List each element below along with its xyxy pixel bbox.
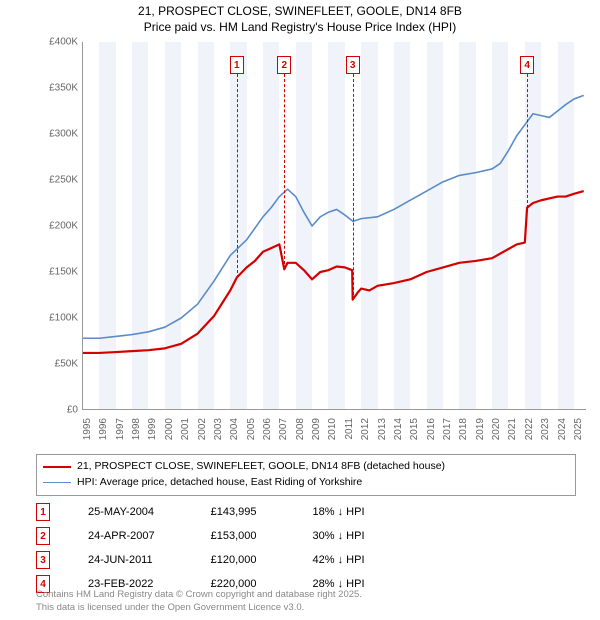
chart-area: £0£50K£100K£150K£200K£250K£300K£350K£400… (42, 42, 586, 410)
x-tick-label: 2008 (295, 418, 306, 440)
transaction-date: 24-APR-2007 (62, 524, 167, 548)
transaction-delta: 42% ↓ HPI (269, 548, 377, 572)
y-tick-label: £350K (49, 83, 78, 94)
transaction-date: 24-JUN-2011 (62, 548, 167, 572)
y-axis: £0£50K£100K£150K£200K£250K£300K£350K£400… (42, 42, 82, 410)
footnote-line-1: Contains HM Land Registry data © Crown c… (36, 589, 362, 601)
chart-marker-line (527, 74, 528, 208)
x-tick-label: 1997 (115, 418, 126, 440)
x-axis: 1995 1996 1997 1998 1999 2000 2001 2002 2003 2004… (82, 414, 586, 454)
x-tick-label: 1999 (147, 418, 158, 440)
y-tick-label: £150K (49, 267, 78, 278)
legend-swatch (43, 466, 71, 468)
x-tick-label: 2007 (278, 418, 289, 440)
x-tick-label: 2014 (393, 418, 404, 440)
transaction-date: 25-MAY-2004 (62, 500, 167, 524)
x-tick-label: 2018 (458, 418, 469, 440)
legend-label: HPI: Average price, detached house, East… (77, 475, 362, 491)
footnote-line-2: This data is licensed under the Open Gov… (36, 602, 362, 614)
x-tick-label: 1996 (98, 418, 109, 440)
chart-marker: 3 (346, 56, 360, 74)
x-tick-label: 2013 (377, 418, 388, 440)
y-tick-label: £400K (49, 37, 78, 48)
table-row: 1 25-MAY-2004£143,99518% ↓ HPI (36, 500, 377, 524)
chart-marker: 4 (520, 56, 534, 74)
transaction-price: £153,000 (167, 524, 269, 548)
transaction-marker: 1 (36, 503, 50, 521)
legend: 21, PROSPECT CLOSE, SWINEFLEET, GOOLE, D… (36, 454, 576, 496)
legend-swatch (43, 482, 71, 483)
hpi-line (83, 95, 584, 338)
y-tick-label: £50K (55, 359, 78, 370)
x-tick-label: 2000 (164, 418, 175, 440)
transaction-delta: 30% ↓ HPI (269, 524, 377, 548)
x-tick-label: 2003 (213, 418, 224, 440)
x-tick-label: 2025 (573, 418, 584, 440)
y-tick-label: £250K (49, 175, 78, 186)
chart-container: 21, PROSPECT CLOSE, SWINEFLEET, GOOLE, D… (0, 0, 600, 620)
x-tick-label: 2022 (524, 418, 535, 440)
x-tick-label: 2015 (409, 418, 420, 440)
transaction-price: £120,000 (167, 548, 269, 572)
chart-marker: 1 (230, 56, 244, 74)
title-line-2: Price paid vs. HM Land Registry's House … (0, 20, 600, 36)
y-tick-label: £300K (49, 129, 78, 140)
x-tick-label: 2010 (327, 418, 338, 440)
transaction-marker: 3 (36, 551, 50, 569)
x-tick-label: 2016 (426, 418, 437, 440)
table-row: 2 24-APR-2007£153,00030% ↓ HPI (36, 524, 377, 548)
x-tick-label: 2012 (360, 418, 371, 440)
x-tick-label: 2019 (475, 418, 486, 440)
x-tick-label: 2023 (540, 418, 551, 440)
x-tick-label: 2005 (246, 418, 257, 440)
transaction-delta: 18% ↓ HPI (269, 500, 377, 524)
x-tick-label: 2001 (180, 418, 191, 440)
y-tick-label: £200K (49, 221, 78, 232)
x-tick-label: 2017 (442, 418, 453, 440)
chart-marker-line (353, 74, 354, 300)
x-tick-label: 2004 (229, 418, 240, 440)
chart-marker: 2 (277, 56, 291, 74)
x-tick-label: 2020 (491, 418, 502, 440)
transaction-marker: 2 (36, 527, 50, 545)
y-tick-label: £100K (49, 313, 78, 324)
chart-svg (83, 42, 587, 410)
x-tick-label: 2021 (507, 418, 518, 440)
x-tick-label: 2002 (197, 418, 208, 440)
x-tick-label: 2011 (344, 418, 355, 440)
x-tick-label: 1998 (131, 418, 142, 440)
footnote: Contains HM Land Registry data © Crown c… (36, 589, 362, 614)
y-tick-label: £0 (67, 405, 78, 416)
x-tick-label: 2009 (311, 418, 322, 440)
chart-title: 21, PROSPECT CLOSE, SWINEFLEET, GOOLE, D… (0, 0, 600, 35)
chart-marker-line (284, 74, 285, 269)
chart-marker-line (237, 74, 238, 278)
title-line-1: 21, PROSPECT CLOSE, SWINEFLEET, GOOLE, D… (0, 4, 600, 20)
x-tick-label: 2006 (262, 418, 273, 440)
legend-item: 21, PROSPECT CLOSE, SWINEFLEET, GOOLE, D… (43, 459, 569, 475)
table-row: 3 24-JUN-2011£120,00042% ↓ HPI (36, 548, 377, 572)
legend-label: 21, PROSPECT CLOSE, SWINEFLEET, GOOLE, D… (77, 459, 445, 475)
x-tick-label: 2024 (557, 418, 568, 440)
transactions-table: 1 25-MAY-2004£143,99518% ↓ HPI 2 24-APR-200… (36, 500, 377, 596)
x-tick-label: 1995 (82, 418, 93, 440)
transaction-price: £143,995 (167, 500, 269, 524)
legend-item: HPI: Average price, detached house, East… (43, 475, 569, 491)
plot-area: 1 2 3 4 (82, 42, 586, 410)
